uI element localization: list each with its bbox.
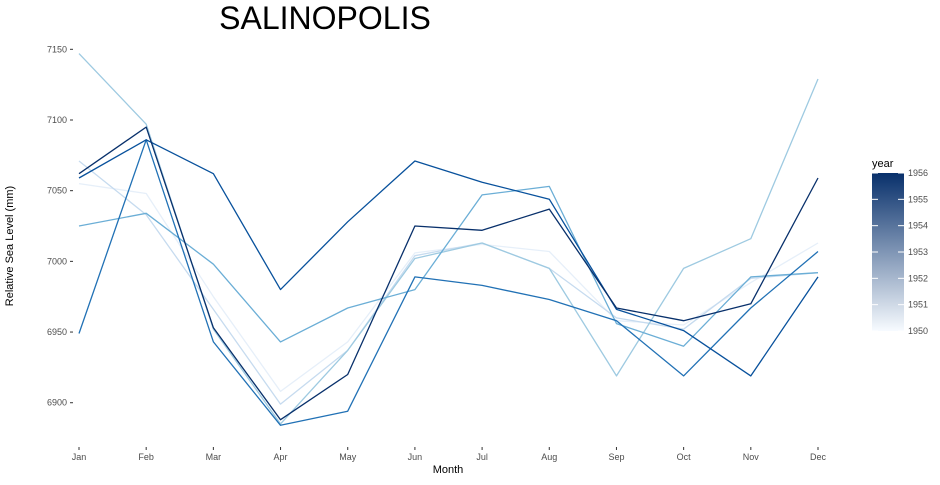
series-line-1951 [78,160,819,405]
series-line-1956 [78,126,819,421]
y-axis: 6900 6950 7000 7050 7100 7150 [47,44,73,408]
y-tick-label: 7000 [47,256,67,266]
y-tick-label: 6900 [47,398,67,408]
chart-title: SALINOPOLIS [219,0,431,36]
legend-ticks: 1950 1951 1952 1953 1954 1955 1956 [872,168,928,336]
legend-tick-label: 1955 [908,194,928,204]
x-tick-label: Jul [476,452,488,462]
x-tick-label: Dec [810,452,827,462]
legend-tick-label: 1951 [908,300,928,310]
x-tick-label: Jun [408,452,423,462]
series-line-1954 [78,139,819,426]
x-axis: Jan Feb Mar Apr May Jun Jul Aug Sep Oct Nov Dec [72,447,827,462]
series-line-1950 [78,182,819,393]
x-tick-label: Sep [608,452,624,462]
year-colorbar-legend: year 1950 1951 1952 1953 1954 1955 1956 [872,158,928,336]
x-tick-label: Nov [743,452,760,462]
series-lines [78,53,819,426]
series-line-1953 [78,185,819,347]
y-tick-label: 7100 [47,115,67,125]
x-tick-label: Feb [138,452,154,462]
y-tick-label: 6950 [47,327,67,337]
legend-tick-label: 1954 [908,221,928,231]
x-tick-label: Jan [72,452,87,462]
legend-tick-label: 1956 [908,168,928,178]
x-tick-label: Mar [206,452,222,462]
y-tick-label: 7050 [47,186,67,196]
x-tick-label: Oct [677,452,692,462]
legend-tick-label: 1950 [908,326,928,336]
y-axis-title: Relative Sea Level (mm) [4,186,16,306]
legend-tick-label: 1953 [908,247,928,257]
x-tick-label: May [339,452,357,462]
legend-title: year [872,158,894,170]
series-line-1952 [78,53,819,425]
x-axis-title: Month [433,464,464,476]
x-tick-label: Aug [541,452,557,462]
x-tick-label: Apr [274,452,288,462]
legend-tick-label: 1952 [908,273,928,283]
series-line-1955 [78,139,819,377]
y-tick-label: 7150 [47,44,67,54]
